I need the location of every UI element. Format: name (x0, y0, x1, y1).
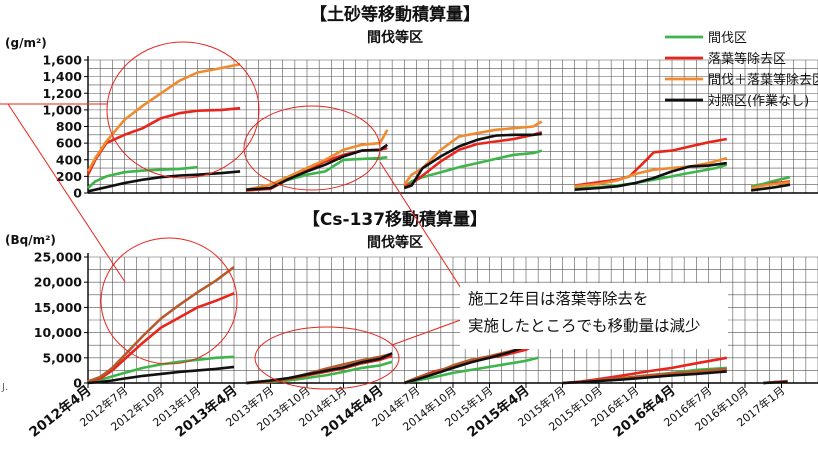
y-tick-label: 800 (56, 119, 82, 134)
chart-subtitle: 間伐等区 (367, 234, 423, 251)
callout-box (460, 283, 728, 349)
x-tick-label: 2015年4月 (464, 382, 533, 441)
highlight-ellipse (254, 326, 400, 390)
series-line (404, 356, 539, 385)
chart-subtitle: 間伐等区 (367, 29, 423, 46)
series-line (245, 129, 389, 191)
y-axis-unit: (g/m²) (5, 36, 47, 50)
leader-line (379, 161, 467, 297)
series-line (750, 183, 791, 192)
highlight-ellipse (100, 237, 238, 365)
series-line (246, 143, 389, 191)
y-tick-label: 600 (56, 136, 82, 151)
series-line (87, 355, 235, 384)
legend-item: 対照区(作業なし) (665, 93, 809, 109)
x-tick-label: 2013年4月 (172, 382, 241, 441)
leader-line (391, 317, 467, 346)
series-line (403, 132, 542, 190)
series-line (750, 175, 791, 188)
series-line (87, 292, 235, 383)
x-axis: 2012年4月2012年7月2012年10月2013年1月2013年4月2013… (26, 382, 788, 441)
series-3 (86, 62, 791, 191)
y-axis-unit: (Bq/m²) (5, 233, 56, 247)
series-line (574, 161, 727, 191)
x-tick-label: 2014年4月 (318, 382, 387, 441)
series-line (403, 120, 543, 186)
callout-text: 実施したところでも移動量は減少 (468, 317, 701, 335)
callout-text: 施工2年目は落葉等除去を (468, 290, 648, 308)
x-tick-label: 2012年4月 (26, 382, 95, 441)
y-tick-label: 1,000 (42, 102, 82, 117)
legend-item: 落葉等除去区 (665, 51, 786, 67)
legend-label: 間伐区 (708, 31, 747, 46)
legend-label: 対照区(作業なし) (708, 93, 809, 109)
y-tick-label: 5,000 (42, 350, 82, 365)
y-tick-label: 1,600 (42, 53, 82, 68)
y-tick-label: 1,200 (42, 86, 82, 101)
series-line (403, 131, 543, 188)
y-tick-label: 400 (56, 152, 82, 167)
leader-line (7, 103, 126, 283)
y-tick-label: 0 (73, 186, 82, 201)
series-line (750, 180, 791, 190)
series-line (574, 156, 728, 188)
sediment-chart: 【土砂等移動積算量】間伐等区(g/m²)02004006008001,0001,… (5, 4, 818, 201)
y-tick-label: 15,000 (34, 300, 83, 315)
y-tick-label: 20,000 (34, 275, 83, 290)
chart-title: 【土砂等移動積算量】 (310, 4, 480, 25)
legend-item: 間伐＋落葉等除去区 (665, 72, 818, 88)
y-tick-label: 10,000 (34, 325, 83, 340)
cs137-chart: 【Cs-137移動積算量】間伐等区 (Bq/m²) 0 5,000 10,000 15,0… (5, 209, 818, 391)
series-line (763, 380, 788, 385)
highlight-ellipse (106, 41, 260, 179)
y-tick-label: 25,000 (34, 250, 83, 265)
series-line (87, 365, 235, 385)
chart-title: 【Cs-137移動積算量】 (303, 209, 487, 230)
series-line (87, 165, 198, 189)
series-line (87, 266, 235, 383)
series-line (403, 149, 543, 188)
series-line (86, 62, 241, 173)
highlight-ellipse (243, 105, 381, 191)
stray-text: J. (1, 382, 8, 393)
y-tick-label: 0 (73, 376, 82, 391)
series-line (562, 370, 727, 385)
y-tick-label: 200 (56, 169, 82, 184)
legend-item: 間伐区 (665, 31, 747, 46)
legend-label: 間伐＋落葉等除去区 (708, 72, 818, 88)
legend-label: 落葉等除去区 (708, 51, 786, 67)
x-tick-label: 2016年4月 (610, 382, 679, 441)
y-tick-label: 1,400 (42, 69, 82, 84)
series-2 (86, 106, 791, 192)
